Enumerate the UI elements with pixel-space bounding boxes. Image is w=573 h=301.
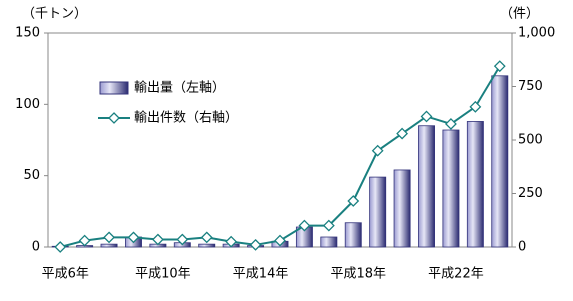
marker (127, 231, 140, 244)
y2-tick-label: 0 (518, 240, 526, 255)
x-tick-label: 平成14年 (233, 267, 289, 282)
marker (200, 231, 213, 244)
marker (322, 219, 335, 232)
marker (371, 144, 384, 157)
legend-swatch (99, 81, 129, 95)
x-tick-label: 平成18年 (330, 267, 386, 282)
y2-tick-label: 750 (518, 79, 543, 94)
bar (100, 243, 118, 248)
bar (418, 125, 435, 248)
y-tick-label: 0 (32, 240, 40, 255)
marker (176, 233, 189, 246)
marker (298, 219, 311, 232)
bar (491, 75, 509, 248)
marker (103, 231, 115, 244)
bar (466, 121, 484, 248)
x-tick-label: 平成10年 (135, 267, 191, 282)
bar (369, 176, 387, 248)
legend-swatch (108, 112, 120, 124)
legend-label: 輸出件数（右軸） (134, 111, 238, 126)
y2-tick-label: 250 (518, 186, 543, 201)
bar (320, 236, 338, 248)
y-tick-label: 50 (23, 168, 40, 183)
y-axis-title: （千トン） (22, 7, 87, 22)
marker (347, 195, 360, 207)
marker (420, 110, 433, 123)
marker (225, 235, 238, 248)
y2-tick-label: 1,000 (518, 26, 555, 41)
bar (393, 169, 411, 248)
marker (54, 241, 67, 253)
marker (396, 127, 409, 140)
legend-label: 輸出量（左軸） (134, 81, 225, 96)
marker (78, 234, 91, 247)
marker (445, 118, 457, 130)
y2-tick-label: 500 (518, 133, 543, 148)
y2-axis-title: （件） (500, 7, 539, 22)
marker (469, 100, 482, 113)
x-tick-label: 平成6年 (42, 267, 89, 282)
bar (198, 243, 216, 248)
plot-frame (47, 32, 513, 248)
marker (249, 238, 262, 251)
marker (493, 60, 506, 73)
bar (344, 222, 362, 248)
marker (151, 233, 164, 246)
y-tick-label: 150 (15, 26, 40, 41)
y-tick-label: 100 (15, 97, 40, 112)
marker (274, 234, 286, 247)
bar (442, 129, 460, 248)
x-tick-label: 平成22年 (428, 267, 484, 282)
